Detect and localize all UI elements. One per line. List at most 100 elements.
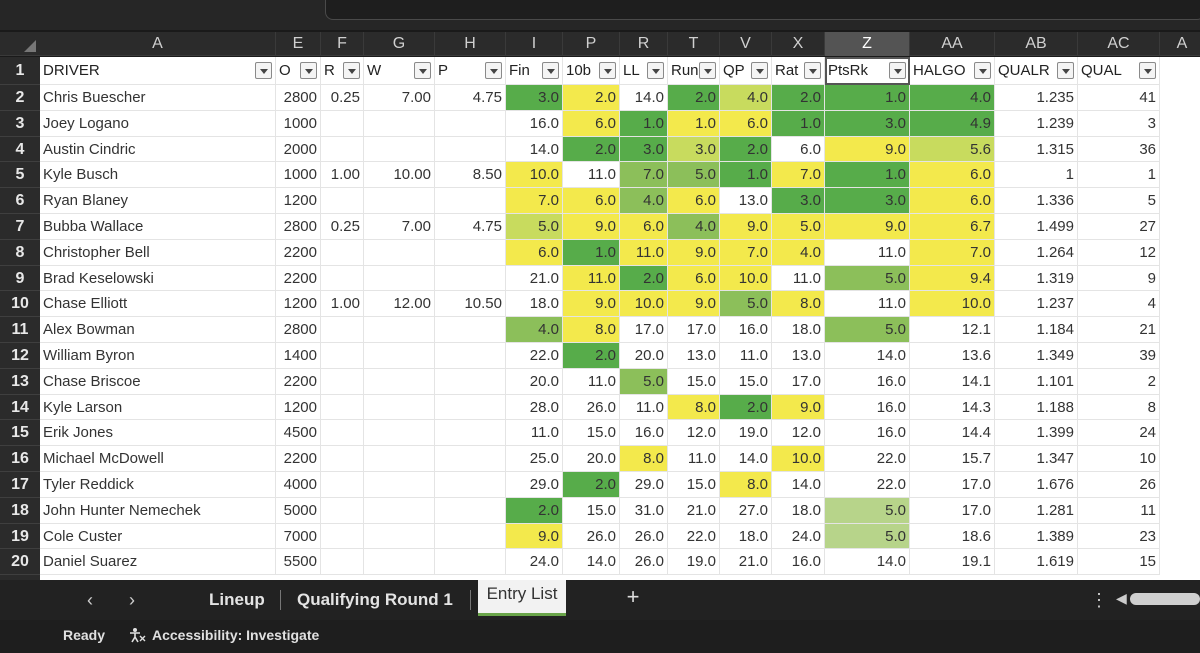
table-cell[interactable]: Ryan Blaney bbox=[40, 188, 276, 214]
table-cell[interactable]: Brad Keselowski bbox=[40, 265, 276, 292]
table-cell[interactable]: 14.0 bbox=[563, 549, 620, 576]
table-cell[interactable]: 2800 bbox=[276, 85, 321, 111]
table-cell[interactable]: 6.0 bbox=[668, 188, 720, 214]
table-cell[interactable]: 6.0 bbox=[620, 214, 668, 240]
table-cell[interactable]: 4000 bbox=[276, 472, 321, 498]
table-cell[interactable]: 1.0 bbox=[720, 162, 772, 189]
table-cell[interactable]: Cole Custer bbox=[40, 523, 276, 550]
column-header-r[interactable]: R bbox=[620, 32, 668, 56]
table-cell[interactable]: 7.0 bbox=[720, 239, 772, 266]
table-cell[interactable]: 10.50 bbox=[435, 291, 506, 318]
table-cell[interactable]: 8.0 bbox=[668, 394, 720, 421]
table-cell[interactable] bbox=[364, 420, 435, 447]
table-cell[interactable] bbox=[435, 420, 506, 447]
table-cell[interactable]: 18.0 bbox=[720, 523, 772, 550]
formula-bar[interactable] bbox=[325, 0, 1200, 20]
table-cell[interactable]: 11.0 bbox=[563, 162, 620, 189]
table-cell[interactable]: 27.0 bbox=[720, 497, 772, 524]
row-header[interactable]: 13 bbox=[0, 368, 40, 395]
table-cell[interactable]: 24.0 bbox=[506, 549, 563, 576]
table-cell[interactable]: 21.0 bbox=[506, 265, 563, 292]
table-cell[interactable]: 10.0 bbox=[720, 265, 772, 292]
table-cell[interactable]: 12.00 bbox=[364, 291, 435, 318]
table-cell[interactable] bbox=[364, 265, 435, 292]
table-cell[interactable]: 22.0 bbox=[506, 343, 563, 369]
table-cell[interactable]: 1.188 bbox=[995, 394, 1078, 421]
more-vertical-icon[interactable]: ⋮ bbox=[1090, 590, 1108, 610]
table-cell[interactable]: 11.0 bbox=[825, 239, 910, 266]
table-cell[interactable]: 1.676 bbox=[995, 472, 1078, 498]
table-cell[interactable]: 7.00 bbox=[364, 214, 435, 240]
filter-dropdown-icon[interactable] bbox=[889, 62, 906, 79]
table-cell[interactable]: William Byron bbox=[40, 343, 276, 369]
table-cell[interactable] bbox=[364, 188, 435, 214]
worksheet-grid[interactable]: 1 DRIVER O R W P Fin 10b LL Run QP Rat PtsRk HALGO QUA… bbox=[0, 57, 1200, 580]
table-cell[interactable]: 1000 bbox=[276, 110, 321, 137]
table-cell[interactable]: 6.0 bbox=[668, 265, 720, 292]
table-cell[interactable] bbox=[364, 523, 435, 550]
table-cell[interactable]: 7.00 bbox=[364, 85, 435, 111]
row-header[interactable]: 9 bbox=[0, 265, 40, 292]
table-cell[interactable]: 11.0 bbox=[563, 368, 620, 395]
table-cell[interactable]: 4.0 bbox=[910, 85, 995, 111]
table-cell[interactable]: 16.0 bbox=[506, 110, 563, 137]
table-cell[interactable]: 26.0 bbox=[620, 549, 668, 576]
column-header-ab[interactable]: AB bbox=[995, 32, 1078, 56]
table-cell[interactable]: 1200 bbox=[276, 394, 321, 421]
table-cell[interactable]: 3.0 bbox=[506, 85, 563, 111]
row-header[interactable] bbox=[0, 575, 40, 580]
table-cell[interactable]: 18.6 bbox=[910, 523, 995, 550]
row-header[interactable]: 3 bbox=[0, 110, 40, 137]
row-header[interactable]: 16 bbox=[0, 446, 40, 472]
table-cell[interactable]: 2.0 bbox=[720, 136, 772, 163]
table-cell[interactable]: 2200 bbox=[276, 239, 321, 266]
table-cell[interactable]: 1.239 bbox=[995, 110, 1078, 137]
table-cell[interactable]: 21.0 bbox=[668, 497, 720, 524]
table-cell[interactable]: 5.0 bbox=[772, 214, 825, 240]
table-cell[interactable]: 20.0 bbox=[563, 446, 620, 472]
table-cell[interactable]: 28.0 bbox=[506, 394, 563, 421]
table-cell[interactable]: 4.0 bbox=[772, 239, 825, 266]
table-cell[interactable] bbox=[435, 317, 506, 343]
table-cell[interactable]: 5.0 bbox=[620, 368, 668, 395]
table-cell[interactable]: 0.25 bbox=[321, 85, 364, 111]
scroll-left-icon[interactable]: ◀ bbox=[1116, 590, 1127, 606]
table-cell[interactable] bbox=[321, 317, 364, 343]
table-cell[interactable]: Christopher Bell bbox=[40, 239, 276, 266]
table-cell[interactable] bbox=[435, 343, 506, 369]
table-cell[interactable] bbox=[435, 394, 506, 421]
table-cell[interactable]: 1.0 bbox=[668, 110, 720, 137]
table-cell[interactable]: 20.0 bbox=[620, 343, 668, 369]
table-cell[interactable] bbox=[364, 497, 435, 524]
table-cell[interactable]: Alex Bowman bbox=[40, 317, 276, 343]
table-cell[interactable]: 8.0 bbox=[720, 472, 772, 498]
table-cell[interactable]: 9.0 bbox=[825, 136, 910, 163]
filter-dropdown-icon[interactable] bbox=[1057, 62, 1074, 79]
table-cell[interactable]: 6.0 bbox=[506, 239, 563, 266]
table-cell[interactable]: 1.235 bbox=[995, 85, 1078, 111]
table-cell[interactable] bbox=[321, 472, 364, 498]
table-cell[interactable]: 1.264 bbox=[995, 239, 1078, 266]
table-cell[interactable]: 20.0 bbox=[506, 368, 563, 395]
table-cell[interactable]: 5 bbox=[1078, 188, 1160, 214]
table-cell[interactable]: 4500 bbox=[276, 420, 321, 447]
header-cell[interactable]: QUAL bbox=[1078, 57, 1160, 85]
filter-dropdown-icon[interactable] bbox=[1139, 62, 1156, 79]
column-header-v[interactable]: V bbox=[720, 32, 772, 56]
table-cell[interactable]: 14.0 bbox=[720, 446, 772, 472]
table-cell[interactable]: 3.0 bbox=[668, 136, 720, 163]
table-cell[interactable]: 2.0 bbox=[668, 85, 720, 111]
table-cell[interactable]: 11 bbox=[1078, 497, 1160, 524]
table-cell[interactable]: 5.0 bbox=[825, 523, 910, 550]
header-cell[interactable]: QP bbox=[720, 57, 772, 85]
status-accessibility[interactable]: Accessibility: Investigate bbox=[152, 627, 320, 643]
table-cell[interactable]: 5500 bbox=[276, 549, 321, 576]
table-cell[interactable] bbox=[435, 497, 506, 524]
table-cell[interactable]: Joey Logano bbox=[40, 110, 276, 137]
table-cell[interactable]: 10.00 bbox=[364, 162, 435, 189]
table-cell[interactable]: Kyle Larson bbox=[40, 394, 276, 421]
table-cell[interactable]: 5.0 bbox=[825, 497, 910, 524]
table-cell[interactable]: 8.0 bbox=[620, 446, 668, 472]
table-cell[interactable]: 2.0 bbox=[506, 497, 563, 524]
table-cell[interactable]: 2.0 bbox=[563, 85, 620, 111]
